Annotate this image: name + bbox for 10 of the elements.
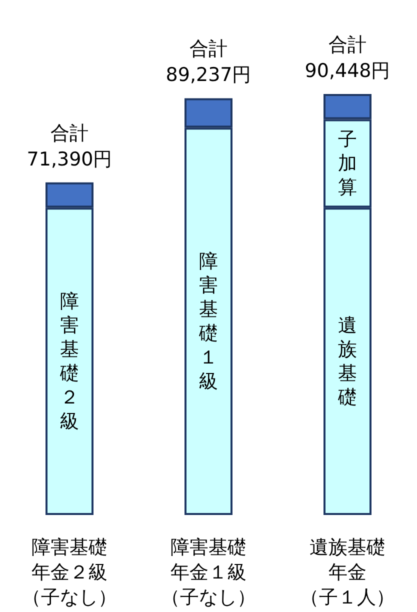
x-tick-label: 遺族基礎年金（子１人）	[300, 536, 395, 608]
total-label: 合計 90,448円	[304, 34, 390, 82]
annotation: 子加算	[338, 128, 357, 198]
total-label: 合計 71,390円	[26, 122, 112, 170]
x-tick-label: 障害基礎年金１級（子なし）	[161, 536, 256, 608]
annotation: 遺族基礎	[337, 314, 357, 408]
annotation: 障害基礎２級	[59, 290, 79, 432]
x-tick-label: 障害基礎年金２級（子なし）	[22, 536, 117, 608]
annotation: 障害基礎１級	[198, 250, 218, 392]
total-label: 合計 89,237円	[166, 38, 252, 86]
